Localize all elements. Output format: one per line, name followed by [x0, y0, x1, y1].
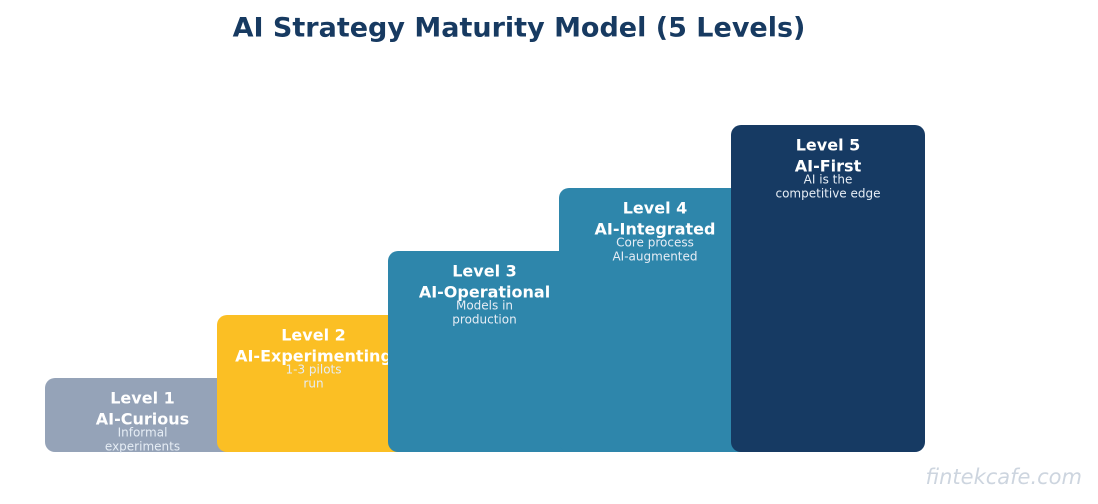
step-name: AI-Integrated: [595, 220, 716, 239]
step-description: 1-3 pilots: [286, 363, 342, 377]
step-name: AI-Operational: [419, 283, 550, 302]
step-level: Level 1: [110, 389, 175, 408]
step-level: Level 3: [452, 262, 517, 281]
step-box: [731, 125, 925, 452]
title: AI Strategy Maturity Model (5 Levels): [233, 13, 806, 44]
watermark: fintekcafe.com: [926, 465, 1082, 489]
step-level: Level 2: [281, 326, 346, 345]
step-description: experiments: [105, 440, 180, 454]
step-description: Models in: [456, 299, 513, 313]
step-description: production: [452, 313, 516, 327]
step-description: competitive edge: [775, 187, 880, 201]
step-level: Level 4: [623, 199, 688, 218]
step-name: AI-Curious: [96, 410, 189, 429]
step-description: Informal: [118, 426, 168, 440]
step-level: Level 5: [796, 136, 861, 155]
step-description: AI-augmented: [612, 250, 697, 264]
step-box: [45, 378, 240, 452]
step-description: Core process: [616, 236, 694, 250]
step-box: [217, 315, 410, 452]
step-name: AI-Experimenting: [235, 347, 392, 366]
step-description: run: [303, 377, 323, 391]
step-box: [559, 188, 751, 452]
step-name: AI-First: [795, 157, 862, 176]
step-description: AI is the: [804, 173, 853, 187]
step-box: [388, 251, 581, 452]
